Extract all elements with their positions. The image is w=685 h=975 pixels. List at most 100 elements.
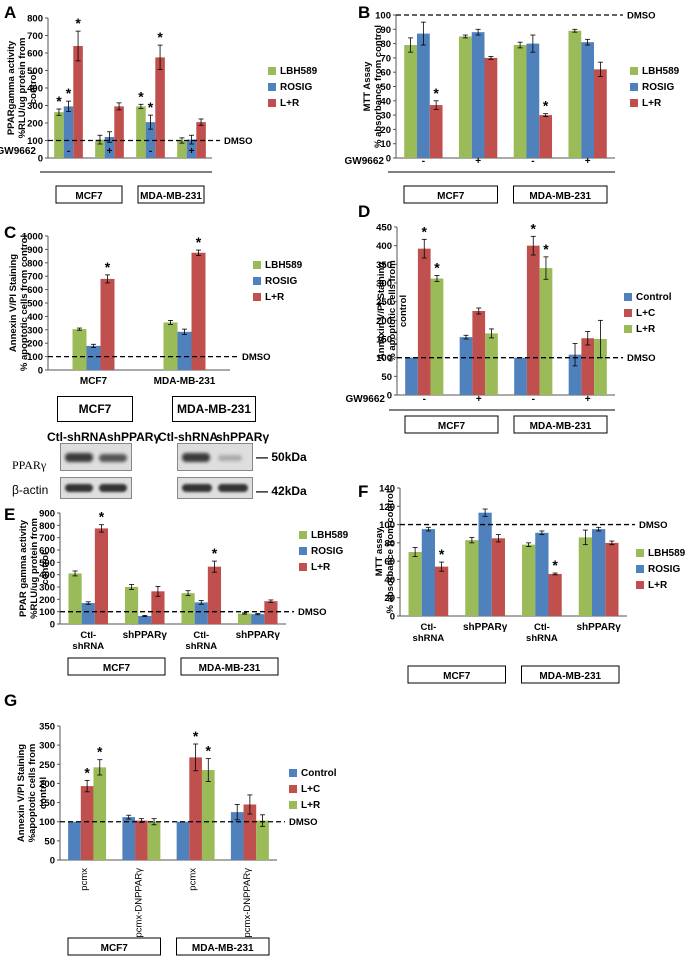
- group-label: MCF7: [438, 421, 466, 432]
- blot-row-label-pparg: PPARγ: [12, 458, 47, 472]
- category-label: +: [189, 146, 195, 157]
- group-label: MDA-MB-231: [529, 191, 591, 202]
- bar: [155, 57, 165, 158]
- y-tick-label: 40: [384, 575, 395, 586]
- y-tick-label: 20: [384, 593, 395, 604]
- category-label: MCF7: [80, 376, 108, 387]
- legend-label: L+C: [636, 308, 655, 319]
- y-tick-label: 30: [380, 111, 391, 122]
- bar: [478, 512, 492, 616]
- bar: [578, 537, 593, 616]
- category-label: pcmx: [188, 868, 199, 891]
- group-label: MCF7: [103, 663, 131, 674]
- legend-label: LBH589: [648, 548, 685, 559]
- legend-swatch: [624, 325, 632, 333]
- category-label: -: [67, 146, 70, 157]
- category-label: +: [476, 394, 482, 405]
- bar: [136, 106, 146, 158]
- blot-header-mcf7: MCF7: [57, 396, 133, 422]
- bar: [230, 812, 244, 860]
- y-axis-label: control: [38, 777, 49, 809]
- group-box: [404, 415, 499, 434]
- y-tick-label: 900: [39, 509, 55, 520]
- bar: [405, 357, 418, 395]
- significance-star: *: [75, 15, 81, 31]
- bar: [104, 137, 115, 158]
- bar: [93, 767, 107, 860]
- bar: [201, 770, 215, 860]
- y-tick-label: 50: [380, 82, 391, 93]
- category-label: Ctl-: [534, 622, 550, 633]
- significance-star: *: [138, 88, 144, 104]
- legend-label: LBH589: [280, 66, 318, 77]
- bar: [191, 252, 206, 370]
- legend-swatch: [289, 801, 297, 809]
- y-tick-label: 300: [39, 741, 55, 752]
- legend-swatch: [299, 563, 307, 571]
- y-tick-label: 900: [27, 245, 43, 256]
- row-label: GW9662: [345, 156, 385, 167]
- bar: [207, 566, 222, 624]
- bar: [458, 36, 472, 159]
- bar: [429, 105, 443, 158]
- y-tick-label: 500: [39, 558, 55, 569]
- category-label: MDA-MB-231: [154, 376, 216, 387]
- y-tick-label: 100: [39, 607, 55, 618]
- legend-swatch: [289, 769, 297, 777]
- y-axis-label: PPARgamma activity: [6, 40, 17, 135]
- bar: [80, 786, 94, 860]
- legend-label: LBH589: [642, 66, 680, 77]
- blot-marker-42: — 42kDa: [256, 484, 307, 498]
- y-axis-label: control: [40, 552, 51, 584]
- bar: [256, 820, 269, 860]
- category-label: pcmx-DNPPARγ: [242, 868, 253, 938]
- reference-label: DMSO: [289, 817, 318, 828]
- y-tick-label: 10: [380, 139, 391, 150]
- y-tick-label: 40: [380, 96, 391, 107]
- y-tick-label: 500: [27, 66, 43, 77]
- legend-label: ROSIG: [642, 82, 674, 93]
- category-label: +: [475, 156, 481, 167]
- group-label: MCF7: [437, 191, 465, 202]
- bar: [605, 542, 619, 616]
- significance-star: *: [531, 220, 537, 236]
- panel-letter: E: [4, 505, 15, 524]
- y-axis-label: Annexin V/PI Staining: [376, 262, 387, 360]
- significance-star: *: [196, 234, 202, 250]
- y-tick-label: 80: [384, 538, 395, 549]
- bar: [163, 322, 178, 370]
- category-label: -: [422, 156, 425, 167]
- bar: [63, 106, 74, 158]
- group-label: MCF7: [101, 943, 129, 954]
- bar: [417, 248, 431, 395]
- significance-star: *: [439, 546, 445, 562]
- bar: [95, 139, 105, 158]
- reference-label: DMSO: [627, 353, 656, 364]
- bar: [594, 339, 607, 395]
- category-label: Ctl-: [193, 630, 209, 641]
- y-axis-label: MTT assay: [374, 527, 385, 576]
- legend-swatch: [624, 309, 632, 317]
- bar: [135, 820, 148, 860]
- group-label: MDA-MB-231: [192, 943, 254, 954]
- significance-star: *: [105, 259, 111, 275]
- panel-B: B 0 10 20 30 40 50 60 70 80 90 100 MTT Assay% absorb…: [345, 3, 680, 204]
- y-tick-label: 100: [39, 817, 55, 828]
- bar: [421, 529, 435, 616]
- bar: [581, 338, 595, 395]
- legend-label: LBH589: [311, 530, 349, 541]
- category-label: +: [585, 394, 591, 405]
- y-axis-label: %RLU/ug protein from: [29, 518, 40, 619]
- reference-label: DMSO: [639, 520, 668, 531]
- group-box: [180, 657, 279, 676]
- y-tick-label: 200: [39, 779, 55, 790]
- y-tick-label: 100: [376, 353, 392, 364]
- significance-star: *: [148, 99, 154, 115]
- significance-star: *: [193, 728, 199, 744]
- legend-swatch: [636, 565, 644, 573]
- bar: [459, 337, 473, 395]
- y-tick-label: 60: [384, 557, 395, 568]
- significance-star: *: [97, 744, 103, 760]
- reference-label: DMSO: [298, 607, 327, 618]
